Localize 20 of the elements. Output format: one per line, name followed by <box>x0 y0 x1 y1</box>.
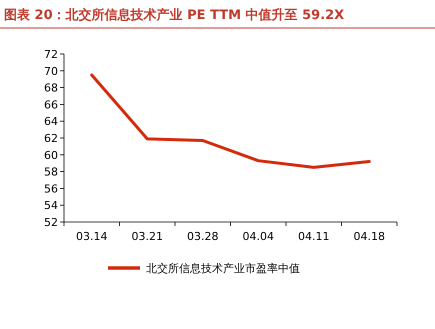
y-tick-label: 64 <box>44 115 58 128</box>
x-tick-label: 04.04 <box>242 230 274 243</box>
x-tick-label: 03.14 <box>76 230 108 243</box>
x-tick-label: 04.18 <box>354 230 385 243</box>
y-tick-label: 52 <box>44 216 58 229</box>
y-tick-label: 54 <box>44 199 58 212</box>
y-tick-label: 66 <box>44 98 58 112</box>
y-tick-label: 70 <box>44 64 58 78</box>
y-tick-label: 60 <box>44 148 58 162</box>
legend-label: 北交所信息技术产业市盈率中值 <box>146 262 300 275</box>
y-tick-label: 68 <box>44 82 58 95</box>
chart-title: 图表 20：北交所信息技术产业 PE TTM 中值升至 59.2X <box>4 7 344 23</box>
line-series <box>90 74 371 169</box>
x-tick-label: 04.11 <box>298 230 330 243</box>
y-tick-label: 56 <box>44 182 58 196</box>
x-tick-label: 03.28 <box>187 230 218 243</box>
y-tick-label: 62 <box>44 132 58 145</box>
x-tick-label: 03.21 <box>132 230 163 243</box>
y-tick-label: 58 <box>44 166 58 179</box>
y-tick-label: 72 <box>44 48 58 61</box>
